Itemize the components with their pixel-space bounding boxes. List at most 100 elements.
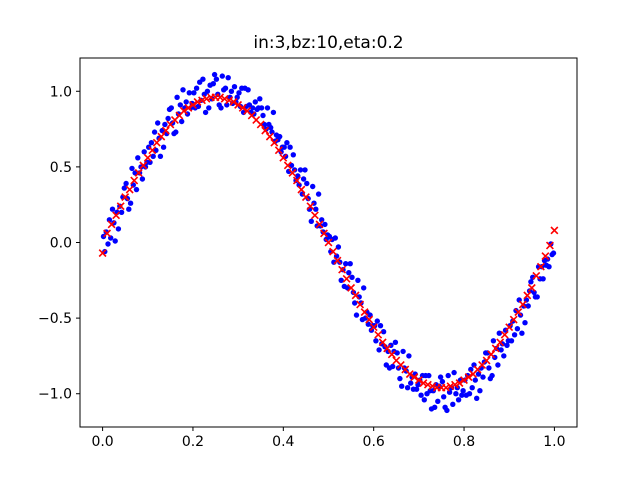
data-point-x — [414, 376, 423, 385]
data-point-dot — [300, 176, 307, 182]
data-point-dot — [228, 88, 235, 95]
data-point-dot — [410, 386, 417, 392]
data-point-dot — [504, 342, 510, 348]
data-point-x — [342, 274, 351, 283]
data-point-dot — [165, 115, 171, 122]
data-point-dot — [224, 102, 230, 108]
data-point-dot — [216, 102, 222, 108]
data-point-dot — [180, 87, 186, 93]
data-point-x — [491, 344, 500, 353]
data-point-x — [130, 176, 139, 185]
data-point-dot — [252, 99, 258, 105]
data-point-x — [274, 146, 283, 155]
data-point-dot — [126, 206, 132, 212]
data-point-dot — [404, 385, 411, 391]
x-tick-label: 0.2 — [182, 434, 204, 450]
data-point-dot — [349, 274, 355, 280]
data-point-dot — [525, 303, 531, 309]
data-point-dot — [550, 250, 557, 256]
data-point-x — [333, 256, 342, 265]
data-point-x — [189, 100, 197, 109]
data-point-dot — [451, 369, 457, 376]
data-point-x — [487, 350, 496, 359]
data-point-x — [446, 382, 455, 391]
data-point-dot — [302, 167, 308, 173]
data-point-dot — [428, 406, 435, 412]
data-point-x — [234, 100, 243, 109]
data-point-x — [527, 283, 536, 292]
data-point-x — [143, 153, 152, 162]
data-point-dot — [408, 380, 414, 386]
data-point-dot — [468, 366, 474, 373]
data-point-dot — [148, 140, 155, 146]
data-point-x — [98, 249, 107, 258]
data-point-x — [220, 94, 229, 103]
data-point-dot — [487, 375, 493, 382]
data-point-x — [387, 350, 396, 359]
data-point-dot — [355, 277, 361, 283]
data-point-x — [374, 330, 383, 339]
data-point-dot — [129, 165, 135, 172]
data-point-dot — [359, 316, 366, 323]
data-point-x — [306, 202, 315, 211]
data-point-dot — [352, 300, 358, 306]
data-point-x — [505, 323, 514, 332]
data-point-x — [139, 161, 148, 170]
data-point-x — [125, 185, 134, 194]
data-point-dot — [377, 323, 384, 329]
data-point-x — [157, 132, 166, 141]
data-point-dot — [424, 391, 430, 397]
data-point-x — [179, 106, 188, 115]
data-point-dot — [219, 73, 225, 79]
data-point-x — [225, 96, 234, 105]
data-point-dot — [546, 264, 552, 270]
data-point-x — [116, 202, 125, 211]
data-point-x — [288, 168, 297, 177]
data-point-dot — [418, 392, 424, 398]
data-point-x — [152, 138, 161, 147]
data-point-x — [532, 271, 541, 280]
data-point-dot — [519, 330, 525, 336]
data-point-x — [509, 315, 518, 324]
data-point-dot — [133, 186, 140, 193]
data-point-dot — [406, 353, 412, 359]
data-point-x — [419, 379, 428, 388]
data-point-dot — [522, 320, 528, 326]
data-point-x — [292, 176, 301, 185]
data-point-dot — [505, 338, 511, 344]
data-point-x — [202, 94, 211, 103]
data-point-x — [256, 120, 265, 129]
y-tick-label: −0.5 — [38, 311, 72, 327]
data-point-dot — [463, 392, 469, 398]
data-point-dot — [341, 283, 347, 290]
data-point-dot — [186, 90, 192, 96]
y-tick-label: −1.0 — [38, 387, 72, 403]
data-point-dot — [455, 397, 462, 403]
data-point-dot — [257, 96, 263, 102]
data-point-dot — [221, 87, 227, 93]
data-point-dot — [498, 347, 504, 353]
data-point-dot — [171, 130, 177, 137]
data-point-dot — [112, 238, 118, 244]
data-point-x — [523, 291, 532, 300]
data-point-dot — [532, 294, 539, 300]
data-point-dot — [380, 329, 387, 335]
data-point-x — [500, 330, 509, 339]
data-point-dot — [105, 241, 111, 247]
data-point-x — [112, 211, 121, 220]
data-point-x — [148, 146, 157, 155]
data-point-x — [351, 291, 360, 300]
data-point-dot — [284, 140, 290, 146]
data-point-dot — [290, 152, 296, 158]
data-point-x — [451, 380, 459, 389]
data-point-x — [464, 373, 473, 382]
data-point-dot — [127, 200, 134, 206]
data-point-x — [324, 238, 333, 247]
data-point-dot — [287, 144, 293, 150]
data-point-x — [369, 323, 378, 332]
data-point-x — [261, 126, 270, 135]
data-point-dot — [207, 82, 213, 88]
data-point-x — [238, 103, 247, 112]
data-point-x — [460, 376, 468, 385]
data-point-dot — [255, 105, 262, 111]
